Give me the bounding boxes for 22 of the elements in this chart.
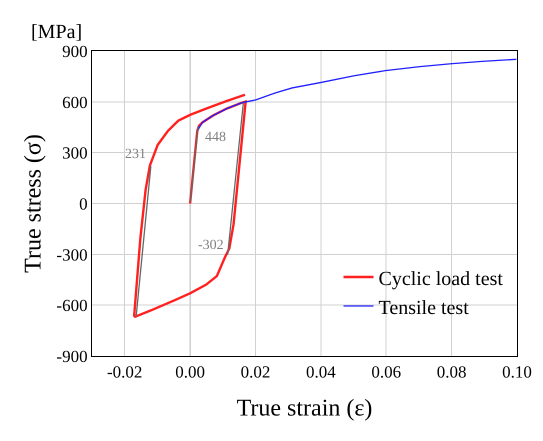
y-tick-label: -600 [56,296,88,316]
legend-label: Cyclic load test [378,268,504,290]
x-axis-title: True strain (ε) [236,396,372,422]
y-tick-label: -900 [56,346,88,366]
x-tick-label: 0.04 [306,362,336,382]
annotation: -302 [198,238,224,253]
x-tick-label: 0.00 [175,362,205,382]
x-tick-label: 0.02 [240,362,270,382]
annotation: 448 [205,130,226,145]
text: [MPa] [31,21,82,43]
y-tick-label: 600 [62,92,88,112]
y-tick-label: -300 [56,245,88,264]
x-tick-label: 0.10 [502,362,532,382]
x-tick-label: -0.02 [106,362,142,382]
x-tick-label: 0.06 [371,362,402,382]
legend-label: Tensile test [378,296,470,319]
annotation: 231 [125,147,146,162]
y-tick-label: 900 [62,42,88,61]
y-axis-title: True stress (σ) [20,134,47,273]
y-tick-label: 300 [62,144,88,163]
x-tick-label: 0.08 [436,362,466,382]
y-tick-label: 0 [79,194,88,214]
